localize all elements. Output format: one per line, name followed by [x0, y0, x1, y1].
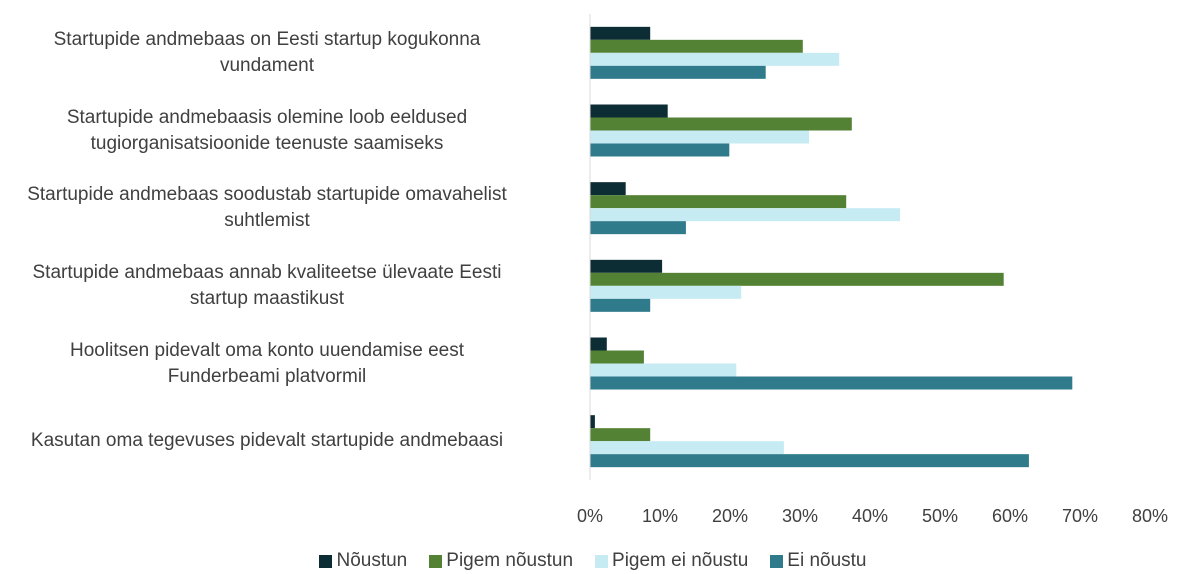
legend-item: Pigem nõustun — [429, 550, 573, 572]
legend-swatch — [770, 554, 784, 568]
x-tick-label: 70% — [1062, 506, 1098, 526]
bar — [590, 143, 730, 157]
bar — [590, 39, 803, 53]
bar — [590, 221, 686, 235]
x-tick-label: 0% — [577, 506, 603, 526]
x-tick-label: 40% — [852, 506, 888, 526]
x-tick-label: 10% — [642, 506, 678, 526]
x-tick-label: 30% — [782, 506, 818, 526]
category-label: Startupide andmebaas annab kvaliteetse ü… — [32, 261, 502, 309]
legend-item: Ei nõustu — [770, 550, 867, 572]
legend-item: Nõustun — [319, 550, 407, 572]
bar — [590, 363, 737, 377]
legend-label: Pigem ei nõustu — [612, 550, 749, 571]
category-label: Startupide andmebaas soodustab startupid… — [27, 184, 507, 232]
legend-swatch — [595, 554, 609, 568]
bar — [590, 298, 651, 312]
bar — [590, 26, 651, 40]
x-tick-label: 50% — [922, 506, 958, 526]
bar — [590, 65, 766, 79]
x-tick-label: 60% — [992, 506, 1028, 526]
category-label: Kasutan oma tegevuses pidevalt startupid… — [30, 430, 504, 452]
bar — [590, 52, 840, 66]
bar — [590, 428, 651, 442]
bar — [590, 285, 742, 299]
category-label: Startupide andmebaas on Eesti startup ko… — [53, 28, 481, 76]
bar — [590, 104, 668, 118]
category-label: Startupide andmebaasis olemine loob eeld… — [66, 106, 468, 154]
bar — [590, 182, 626, 196]
x-tick-label: 20% — [712, 506, 748, 526]
bar — [590, 415, 595, 429]
bar — [590, 337, 607, 351]
legend-swatch — [429, 554, 443, 568]
bar — [590, 117, 852, 131]
bar — [590, 208, 901, 222]
legend-label: Pigem nõustun — [446, 550, 574, 571]
legend: Nõustun Pigem nõustun Pigem ei nõustu Ei nõ… — [0, 550, 1186, 572]
legend-item: Pigem ei nõustu — [595, 550, 748, 572]
legend-label: Ei nõustu — [787, 550, 867, 571]
legend-swatch — [319, 554, 333, 568]
bar — [590, 441, 784, 455]
bar — [590, 376, 1073, 390]
bar — [590, 350, 644, 364]
category-label: Hoolitsen pidevalt oma konto uuendamise … — [70, 339, 464, 387]
x-tick-label: 80% — [1132, 506, 1168, 526]
legend-label: Nõustun — [336, 550, 408, 571]
bar — [590, 259, 663, 273]
bar — [590, 454, 1029, 468]
bar — [590, 195, 847, 209]
bar — [590, 272, 1004, 286]
bar — [590, 130, 810, 144]
